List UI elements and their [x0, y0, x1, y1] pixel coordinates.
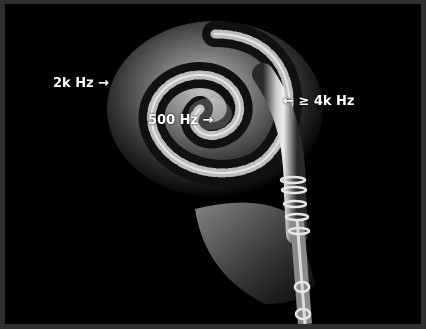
tube-bead — [294, 307, 312, 321]
tube-ring — [279, 175, 307, 185]
cochlea-basal-tube — [252, 63, 308, 245]
label-4k-hz: ← ≥ 4k Hz — [283, 94, 355, 109]
label-2k-hz: 2k Hz → — [53, 76, 110, 91]
tube-rings — [279, 175, 312, 321]
tube-ring — [280, 185, 308, 195]
tube-bead — [293, 280, 311, 294]
cochlea-illustration — [107, 21, 323, 324]
cochlea-vestibule — [195, 202, 315, 304]
cochlea-illustration-panel: 2k Hz → 500 Hz → ← ≥ 4k Hz — [5, 4, 421, 324]
tube-ring — [284, 212, 310, 222]
tube-ring — [282, 199, 308, 209]
tube-ring — [287, 226, 311, 236]
label-500-hz: 500 Hz → — [148, 113, 214, 128]
cochlea-lower-tube-highlight — [295, 218, 307, 324]
cochlea-apex-glow — [188, 98, 232, 130]
